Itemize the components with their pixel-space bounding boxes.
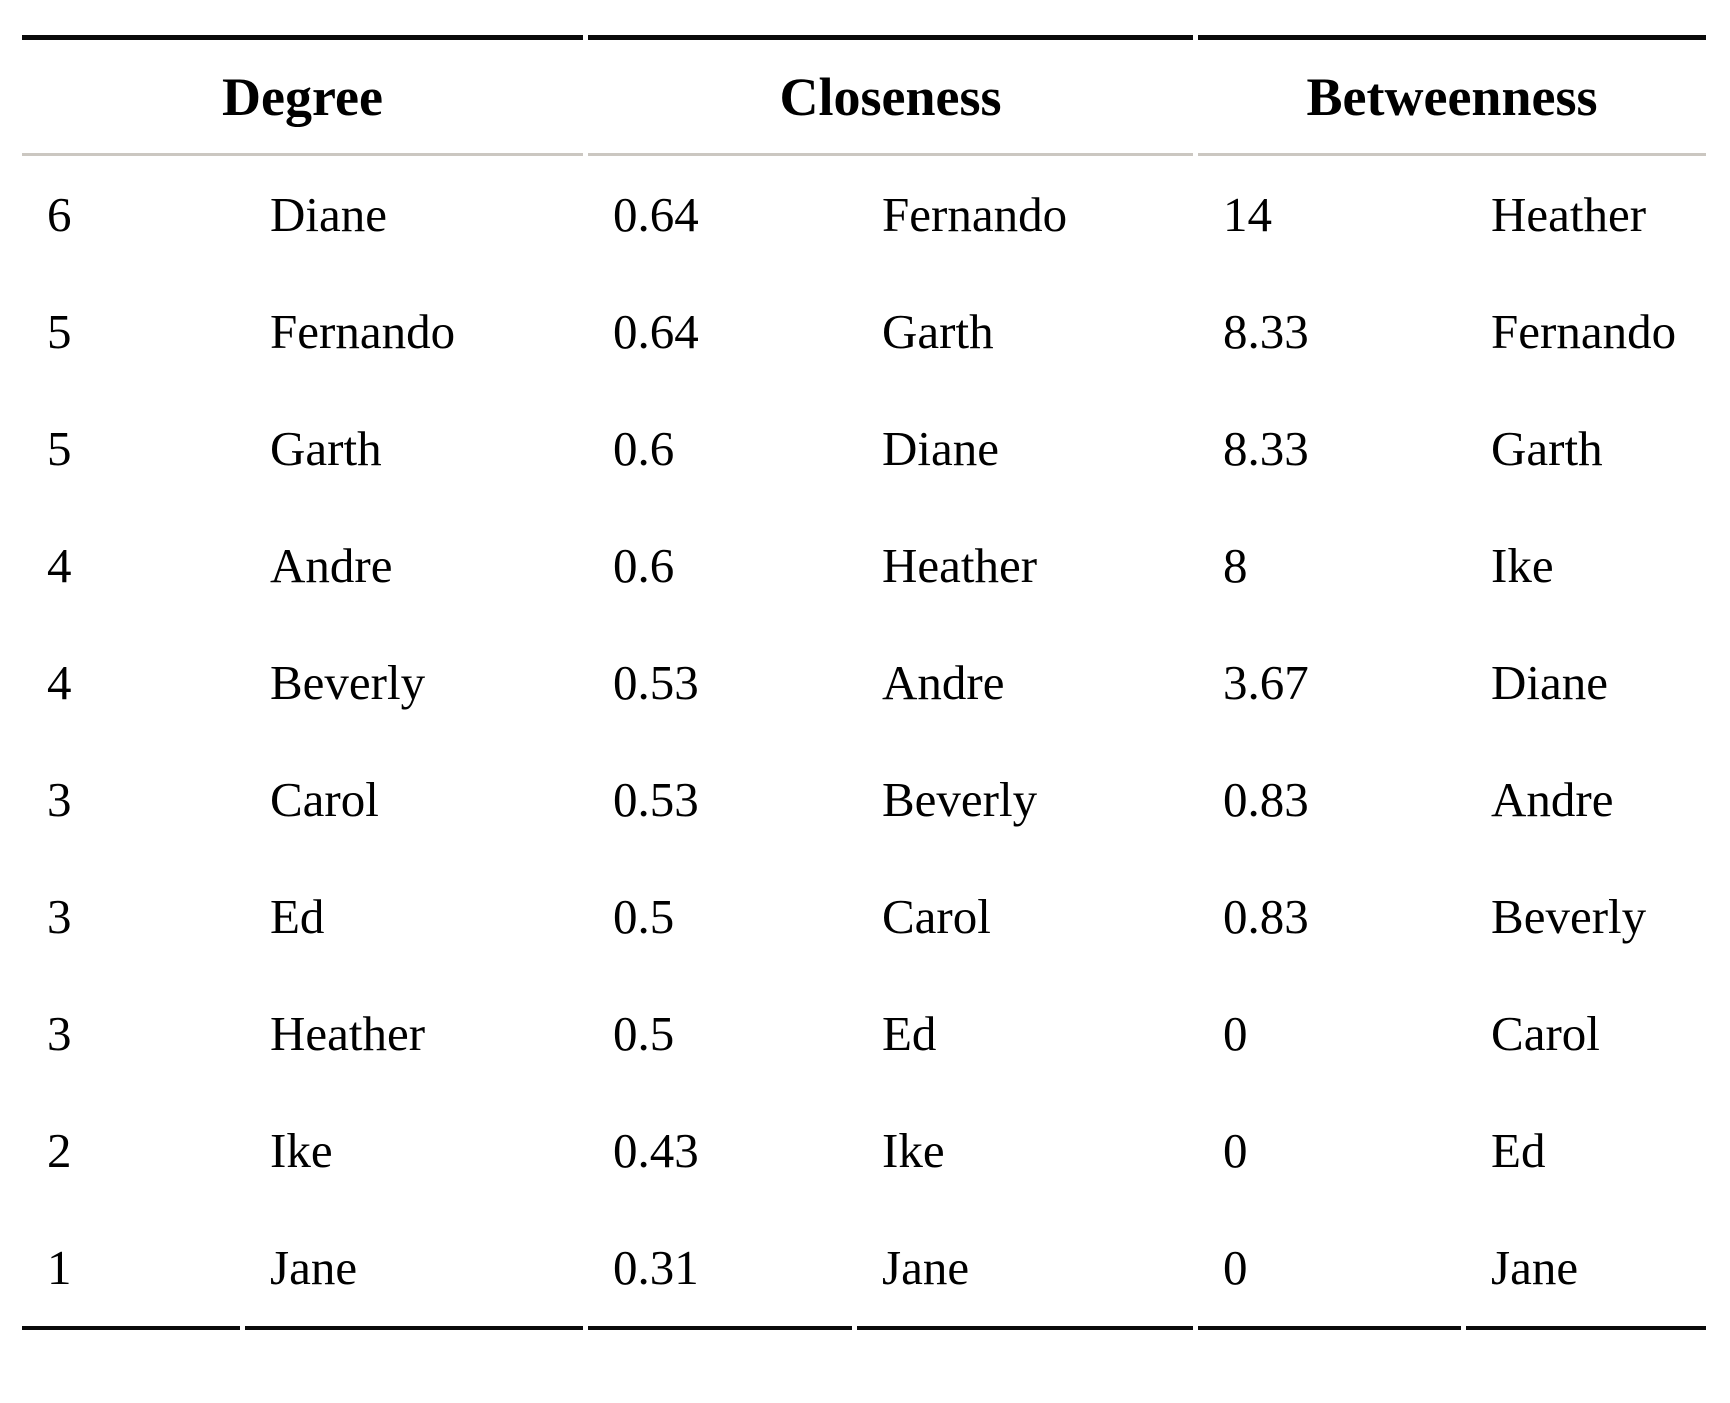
table-row: 3 Heather 0.5 Ed 0 Carol (22, 975, 1706, 1092)
table-row: 6 Diane 0.64 Fernando 14 Heather (22, 156, 1706, 273)
degree-name: Fernando (270, 304, 456, 359)
closeness-name: Heather (882, 538, 1038, 593)
closeness-name: Andre (882, 655, 1005, 710)
centrality-table: Degree Closeness Betweenness 6 Diane 0.6… (17, 35, 1711, 1330)
table-body: 6 Diane 0.64 Fernando 14 Heather 5 Ferna… (22, 156, 1707, 1330)
betweenness-name: Carol (1491, 1006, 1600, 1061)
closeness-value: 0.64 (613, 187, 699, 242)
closeness-name: Diane (882, 421, 999, 476)
closeness-value: 0.31 (588, 1209, 852, 1330)
betweenness-value: 0.83 (1223, 772, 1309, 827)
degree-value: 3 (47, 1006, 72, 1061)
betweenness-name: Ed (1491, 1123, 1546, 1178)
closeness-name: Jane (857, 1209, 1194, 1330)
betweenness-name: Heather (1491, 187, 1647, 242)
closeness-value: 0.6 (613, 421, 675, 476)
column-header-betweenness: Betweenness (1198, 35, 1707, 156)
closeness-value: 0.43 (613, 1123, 699, 1178)
table-row: 5 Garth 0.6 Diane 8.33 Garth (22, 390, 1706, 507)
betweenness-value: 8 (1223, 538, 1248, 593)
table-row: 5 Fernando 0.64 Garth 8.33 Fernando (22, 273, 1706, 390)
table-header: Degree Closeness Betweenness (22, 35, 1707, 156)
betweenness-value: 8.33 (1223, 304, 1309, 359)
closeness-name: Fernando (882, 187, 1068, 242)
degree-name: Jane (245, 1209, 583, 1330)
degree-name: Carol (270, 772, 379, 827)
betweenness-name: Andre (1491, 772, 1614, 827)
betweenness-value: 0 (1223, 1123, 1248, 1178)
betweenness-value: 14 (1223, 187, 1273, 242)
closeness-name: Ike (882, 1123, 945, 1178)
table-row: 3 Carol 0.53 Beverly 0.83 Andre (22, 741, 1706, 858)
closeness-value: 0.5 (613, 1006, 675, 1061)
degree-value: 4 (47, 538, 72, 593)
closeness-value: 0.53 (613, 772, 699, 827)
betweenness-value: 0 (1198, 1209, 1462, 1330)
betweenness-value: 0 (1223, 1006, 1248, 1061)
degree-name: Diane (270, 187, 387, 242)
closeness-name: Beverly (882, 772, 1038, 827)
degree-value: 4 (47, 655, 72, 710)
degree-name: Beverly (270, 655, 426, 710)
column-header-closeness: Closeness (588, 35, 1194, 156)
closeness-name: Carol (882, 889, 991, 944)
closeness-value: 0.5 (613, 889, 675, 944)
betweenness-name: Fernando (1491, 304, 1677, 359)
table-row: 2 Ike 0.43 Ike 0 Ed (22, 1092, 1706, 1209)
table-row: 4 Beverly 0.53 Andre 3.67 Diane (22, 624, 1706, 741)
closeness-value: 0.64 (613, 304, 699, 359)
degree-value: 5 (47, 421, 72, 476)
table-row: 1 Jane 0.31 Jane 0 Jane (22, 1209, 1707, 1330)
degree-value: 3 (47, 889, 72, 944)
degree-name: Heather (270, 1006, 426, 1061)
betweenness-value: 3.67 (1223, 655, 1309, 710)
degree-value: 1 (22, 1209, 240, 1330)
betweenness-name: Beverly (1491, 889, 1647, 944)
closeness-value: 0.53 (613, 655, 699, 710)
betweenness-name: Jane (1466, 1209, 1707, 1330)
betweenness-name: Diane (1491, 655, 1609, 710)
degree-value: 3 (47, 772, 72, 827)
degree-name: Andre (270, 538, 393, 593)
degree-value: 6 (47, 187, 72, 242)
betweenness-value: 0.83 (1223, 889, 1309, 944)
degree-value: 2 (47, 1123, 72, 1178)
betweenness-name: Ike (1491, 538, 1554, 593)
degree-name: Garth (270, 421, 382, 476)
degree-name: Ed (270, 889, 325, 944)
header-row: Degree Closeness Betweenness (22, 35, 1707, 156)
column-header-degree: Degree (22, 35, 583, 156)
degree-value: 5 (47, 304, 72, 359)
closeness-name: Ed (882, 1006, 937, 1061)
closeness-value: 0.6 (613, 538, 675, 593)
degree-name: Ike (270, 1123, 333, 1178)
table-row: 4 Andre 0.6 Heather 8 Ike (22, 507, 1706, 624)
closeness-name: Garth (882, 304, 994, 359)
betweenness-name: Garth (1491, 421, 1603, 476)
betweenness-value: 8.33 (1223, 421, 1309, 476)
table-row: 3 Ed 0.5 Carol 0.83 Beverly (22, 858, 1706, 975)
